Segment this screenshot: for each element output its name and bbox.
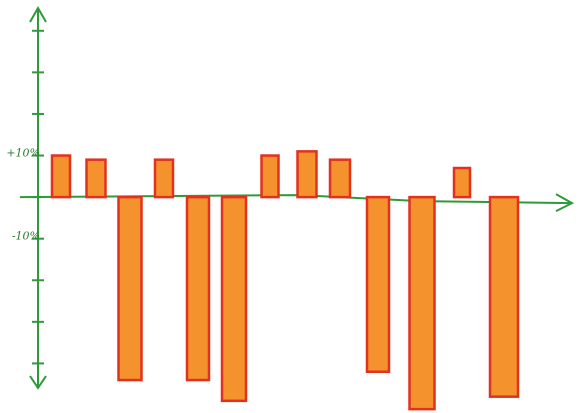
y-arrow-top [29,5,47,23]
bar [185,195,211,382]
bar [328,158,352,199]
bar [296,150,318,199]
bar [220,195,248,403]
x-arrow [555,193,575,212]
bar [452,166,472,199]
bar [365,195,391,373]
bar [117,195,143,382]
bar [488,195,520,398]
bar [408,195,436,411]
y-tick-label: -10% [12,230,40,243]
bar [260,154,280,199]
y-tick-label: +10% [6,147,40,160]
bar [153,158,175,199]
y-arrow-bottom [29,375,47,390]
bar [50,154,72,199]
bar [85,158,107,199]
